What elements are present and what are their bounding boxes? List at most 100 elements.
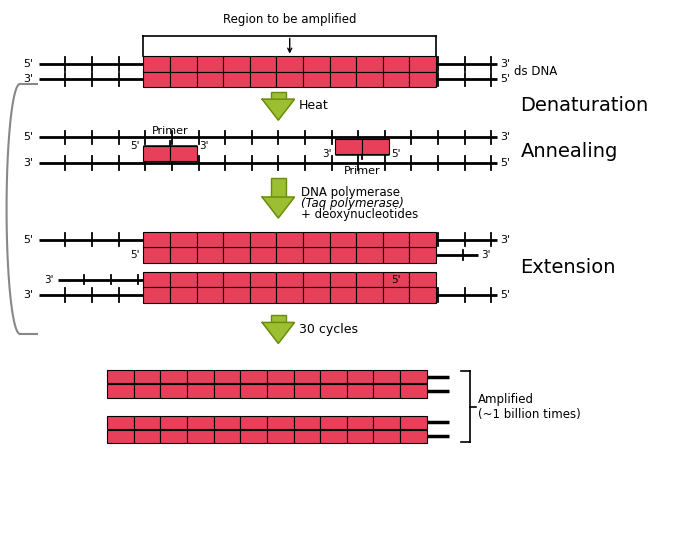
Bar bbox=[277, 287, 303, 302]
Bar bbox=[197, 247, 223, 262]
Bar bbox=[374, 416, 400, 429]
Bar bbox=[134, 370, 160, 383]
Bar bbox=[293, 416, 320, 429]
Text: 3': 3' bbox=[199, 141, 209, 151]
Bar bbox=[330, 72, 356, 87]
Bar bbox=[223, 56, 250, 72]
Bar bbox=[400, 370, 427, 383]
Bar bbox=[356, 72, 383, 87]
Bar bbox=[347, 430, 374, 443]
Text: 3': 3' bbox=[23, 74, 33, 84]
Bar bbox=[107, 416, 134, 429]
Text: Amplified
(~1 billion times): Amplified (~1 billion times) bbox=[478, 393, 581, 421]
Text: 3': 3' bbox=[501, 59, 511, 69]
Text: 5': 5' bbox=[501, 290, 511, 300]
Bar bbox=[160, 416, 187, 429]
Bar bbox=[277, 247, 303, 262]
Text: 3': 3' bbox=[23, 158, 33, 168]
Bar bbox=[277, 56, 303, 72]
Text: Annealing: Annealing bbox=[521, 142, 618, 161]
Text: Extension: Extension bbox=[521, 258, 616, 277]
Text: (Taq polymerase): (Taq polymerase) bbox=[301, 197, 404, 210]
Bar bbox=[143, 247, 170, 262]
Bar bbox=[170, 56, 197, 72]
Bar bbox=[240, 370, 267, 383]
Bar bbox=[187, 430, 214, 443]
Bar bbox=[320, 416, 347, 429]
Polygon shape bbox=[262, 323, 295, 343]
Text: Primer: Primer bbox=[151, 126, 188, 136]
Bar bbox=[383, 72, 409, 87]
Text: 5': 5' bbox=[23, 132, 33, 142]
Bar bbox=[197, 287, 223, 302]
Bar bbox=[170, 287, 197, 302]
Bar bbox=[160, 384, 187, 398]
Bar bbox=[267, 416, 293, 429]
Bar bbox=[197, 232, 223, 247]
Bar bbox=[214, 416, 240, 429]
Bar bbox=[143, 232, 170, 247]
Bar bbox=[214, 370, 240, 383]
Bar bbox=[250, 272, 277, 287]
Bar bbox=[330, 56, 356, 72]
Bar bbox=[143, 72, 170, 87]
Text: Primer: Primer bbox=[344, 166, 380, 175]
Bar bbox=[356, 272, 383, 287]
Text: 5': 5' bbox=[23, 235, 33, 245]
Bar bbox=[187, 416, 214, 429]
Bar bbox=[240, 384, 267, 398]
Bar bbox=[187, 370, 214, 383]
Bar bbox=[303, 56, 330, 72]
Polygon shape bbox=[262, 99, 295, 120]
Bar bbox=[223, 287, 250, 302]
Bar bbox=[293, 384, 320, 398]
Bar bbox=[170, 146, 197, 161]
Text: + deoxynucleotides: + deoxynucleotides bbox=[301, 208, 419, 222]
Bar bbox=[277, 232, 303, 247]
Text: 3': 3' bbox=[501, 235, 511, 245]
Bar bbox=[160, 370, 187, 383]
Bar bbox=[134, 384, 160, 398]
Bar bbox=[409, 56, 436, 72]
Bar bbox=[250, 287, 277, 302]
Text: Denaturation: Denaturation bbox=[521, 96, 649, 115]
Text: 5': 5' bbox=[501, 158, 511, 168]
Bar bbox=[107, 384, 134, 398]
Bar bbox=[134, 416, 160, 429]
Text: 5': 5' bbox=[130, 141, 139, 151]
Bar bbox=[356, 247, 383, 262]
Bar bbox=[271, 178, 286, 197]
Bar bbox=[197, 56, 223, 72]
Bar bbox=[223, 272, 250, 287]
Bar bbox=[107, 370, 134, 383]
Text: 3': 3' bbox=[44, 275, 54, 285]
Bar bbox=[383, 287, 409, 302]
Bar bbox=[330, 287, 356, 302]
Bar bbox=[383, 232, 409, 247]
Bar bbox=[267, 370, 293, 383]
Text: Region to be amplified: Region to be amplified bbox=[223, 13, 357, 26]
Bar bbox=[409, 72, 436, 87]
Bar bbox=[347, 370, 374, 383]
Bar bbox=[250, 232, 277, 247]
Bar bbox=[374, 430, 400, 443]
Bar bbox=[240, 430, 267, 443]
Text: 3': 3' bbox=[482, 250, 491, 260]
Bar bbox=[374, 370, 400, 383]
Bar bbox=[170, 72, 197, 87]
Bar bbox=[409, 247, 436, 262]
Bar bbox=[223, 232, 250, 247]
Bar bbox=[356, 287, 383, 302]
Bar bbox=[271, 315, 286, 323]
Bar bbox=[134, 430, 160, 443]
Bar bbox=[400, 384, 427, 398]
Bar bbox=[320, 430, 347, 443]
Bar bbox=[347, 384, 374, 398]
Text: 3': 3' bbox=[322, 149, 332, 159]
Bar bbox=[303, 72, 330, 87]
Bar bbox=[330, 232, 356, 247]
Bar bbox=[240, 416, 267, 429]
Bar bbox=[267, 384, 293, 398]
Bar bbox=[303, 287, 330, 302]
Text: Heat: Heat bbox=[299, 99, 329, 113]
